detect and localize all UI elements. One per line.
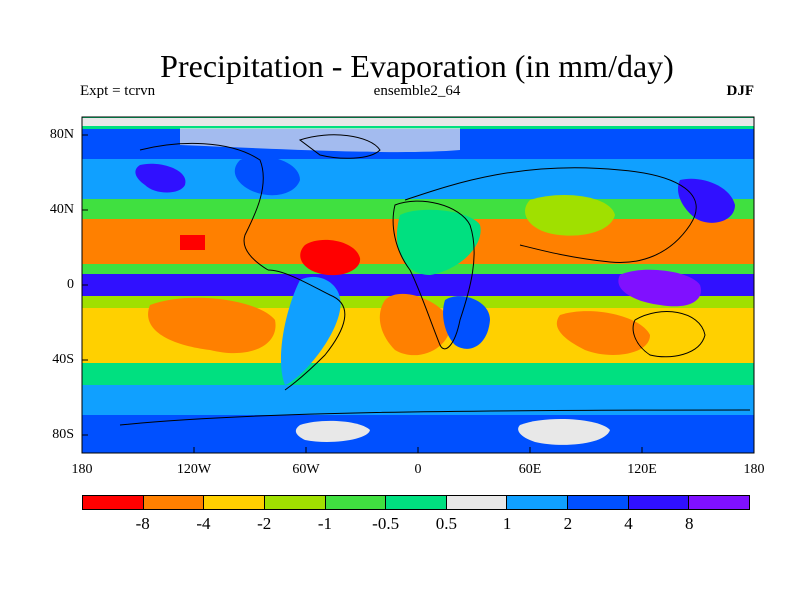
colorbar-label: 8 xyxy=(685,514,694,533)
x-tick-label: 60W xyxy=(292,462,320,477)
colorbar-box xyxy=(507,496,569,509)
y-tick-label: 80N xyxy=(49,127,74,142)
maritime-continent-wet xyxy=(618,269,701,307)
season-label: DJF xyxy=(726,83,755,99)
colorbar-label: -8 xyxy=(135,514,150,533)
map-title: Precipitation - Evaporation (in mm/day) xyxy=(160,48,674,84)
central-asia-dry xyxy=(525,195,615,236)
greenland-arctic-dry xyxy=(180,128,460,153)
colorbar-label: 2 xyxy=(563,514,573,533)
colorbar xyxy=(82,495,750,510)
axis-tick-marks xyxy=(82,134,643,453)
south-atlantic-dry xyxy=(379,293,451,356)
colorbar-box xyxy=(143,496,205,509)
band-itcz xyxy=(82,274,754,296)
colorbar-box xyxy=(628,496,690,509)
north-america-coast xyxy=(139,142,269,271)
band-south-sub xyxy=(82,363,754,385)
x-tick-label: 0 xyxy=(414,462,422,477)
antarctica-dry-east xyxy=(518,418,610,445)
arctic-dry-strip xyxy=(82,118,754,126)
colorbar-box xyxy=(386,496,447,509)
south-america-coast xyxy=(267,269,346,391)
greenland-coast xyxy=(298,134,381,159)
y-tick-label: 40S xyxy=(52,352,74,367)
colorbar-box xyxy=(204,496,265,509)
colorbar-label: 1 xyxy=(502,514,512,533)
experiment-label: Expt = tcrvn xyxy=(80,83,156,99)
y-tick-label: 0 xyxy=(67,277,74,292)
colorbar-box xyxy=(264,496,326,509)
colorbar-label: -2 xyxy=(257,514,272,533)
colorbar-box xyxy=(689,496,750,509)
x-tick-label: 180 xyxy=(743,462,765,477)
x-tick-label: 60E xyxy=(518,462,542,477)
x-tick-label: 180 xyxy=(71,462,93,477)
colorbar-label: -0.5 xyxy=(372,514,400,533)
colorbar-label: 0.5 xyxy=(435,514,457,533)
north-america-wet xyxy=(234,156,300,196)
colorbar-label: -1 xyxy=(317,514,332,533)
sahara-region xyxy=(396,209,481,275)
north-pacific-dry-core xyxy=(180,235,205,250)
band-north-mid xyxy=(82,159,754,199)
colorbar-label: -4 xyxy=(196,514,211,533)
ensemble-label: ensemble2_64 xyxy=(373,83,461,99)
colorbar-box xyxy=(568,496,629,509)
colorbar-box xyxy=(83,496,144,509)
antarctica-coast xyxy=(119,409,751,426)
x-tick-label: 120E xyxy=(627,462,657,477)
y-tick-label: 80S xyxy=(52,427,74,442)
band-antarctic xyxy=(82,415,754,453)
coastlines xyxy=(119,134,751,426)
colorbar-box xyxy=(446,496,508,509)
australia-coast xyxy=(632,311,706,358)
north-atlantic-dry-core xyxy=(300,239,361,276)
gulf-alaska-wet xyxy=(135,163,186,193)
colorbar-box xyxy=(325,496,387,509)
eurasia-coast xyxy=(404,167,697,264)
antarctica-dry-west xyxy=(295,420,370,442)
nw-pacific-wet xyxy=(677,178,735,223)
south-pacific-dry xyxy=(148,297,276,354)
south-america-wet xyxy=(280,276,341,385)
y-tick-label: 40N xyxy=(49,202,74,217)
x-tick-label: 120W xyxy=(176,462,212,477)
precip-evap-field xyxy=(82,117,754,453)
africa-coast xyxy=(392,200,475,350)
indian-ocean-dry xyxy=(556,311,650,355)
southern-africa-wet xyxy=(443,296,490,349)
colorbar-label: 4 xyxy=(624,514,633,533)
